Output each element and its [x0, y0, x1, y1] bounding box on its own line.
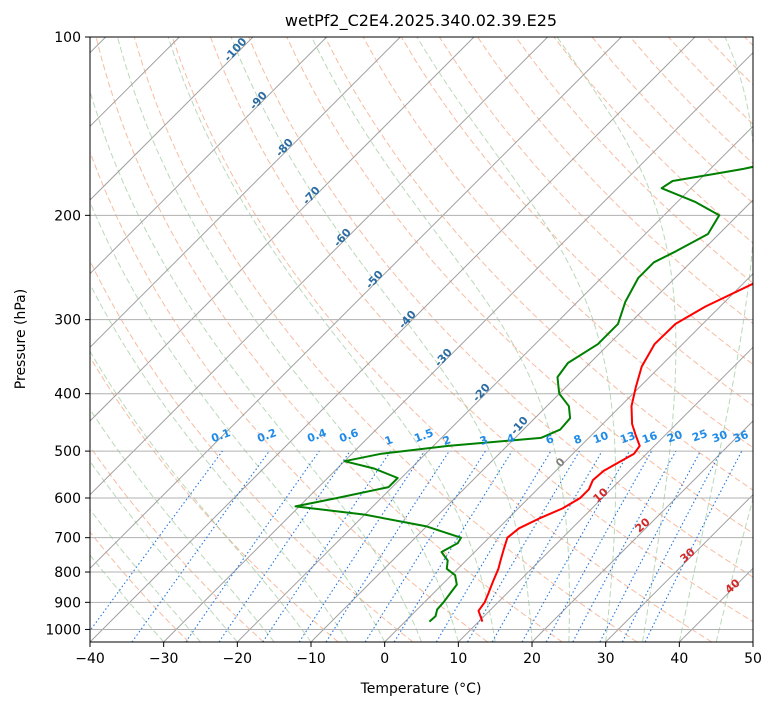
x-tick-label: 50 [744, 651, 762, 667]
y-tick-label: 200 [54, 208, 81, 224]
x-tick-label: 20 [523, 651, 541, 667]
x-tick-label: 30 [597, 651, 615, 667]
y-tick-label: 300 [54, 313, 81, 329]
y-tick-label: 700 [54, 531, 81, 547]
y-tick-label: 800 [54, 565, 81, 581]
y-tick-label: 500 [54, 444, 81, 460]
x-tick-label: −40 [75, 651, 105, 667]
y-axis-label: Pressure (hPa) [13, 289, 29, 389]
x-tick-label: 40 [670, 651, 688, 667]
chart-title: wetPf2_C2E4.2025.340.02.39.E25 [285, 11, 557, 31]
x-tick-label: −20 [223, 651, 253, 667]
x-tick-label: 10 [449, 651, 467, 667]
y-tick-label: 400 [54, 387, 81, 403]
y-tick-label: 900 [54, 595, 81, 611]
x-tick-label: −30 [149, 651, 179, 667]
y-tick-label: 600 [54, 491, 81, 507]
x-axis-label: Temperature (°C) [360, 681, 482, 697]
y-tick-label: 100 [54, 30, 81, 46]
x-tick-label: −10 [296, 651, 326, 667]
y-tick-label: 1000 [45, 622, 81, 638]
x-tick-label: 0 [380, 651, 389, 667]
